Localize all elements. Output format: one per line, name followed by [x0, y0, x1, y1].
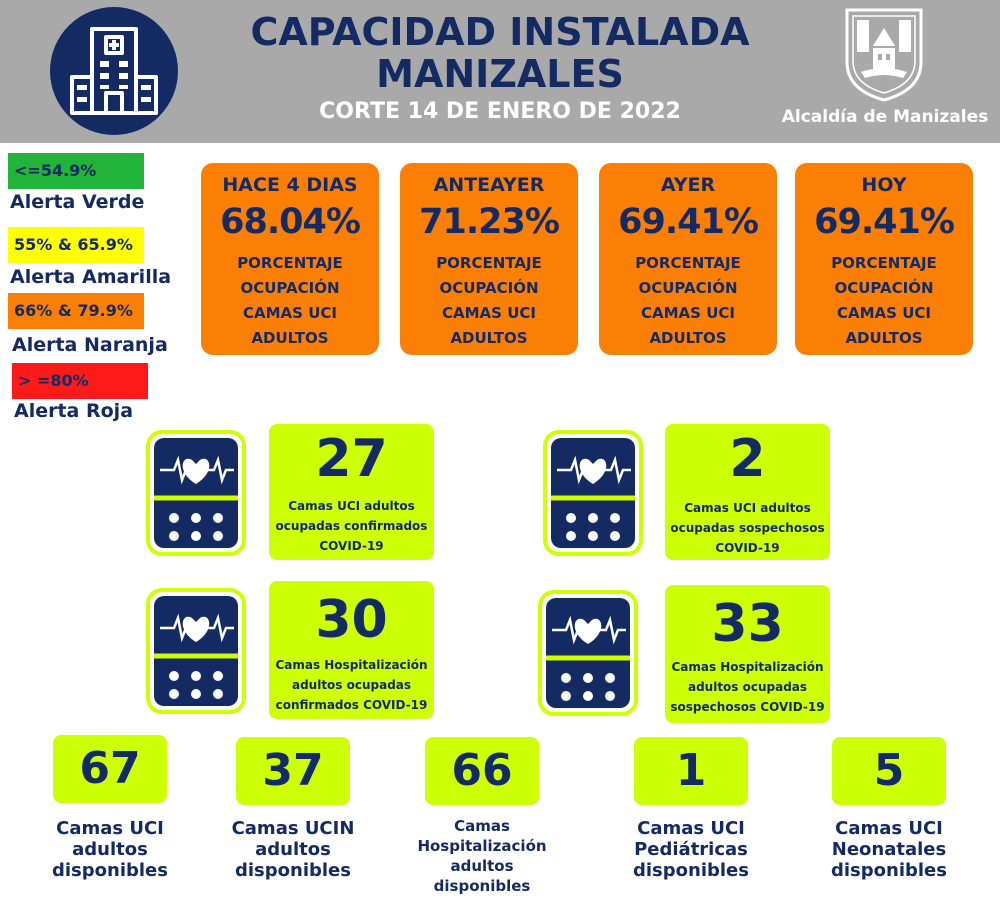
- occupancy-period: HOY: [861, 174, 907, 196]
- heart-monitor-icon: [146, 430, 246, 556]
- stat-hosp-suspected: 33 Camas Hospitalización adultos ocupadas…: [665, 585, 830, 723]
- occupancy-value: 69.41%: [618, 202, 759, 242]
- stat-uci-confirmed: 27 Camas UCI adultos ocupadas confirmados…: [269, 424, 434, 560]
- alcaldia-seal-icon: [843, 6, 925, 102]
- report-date: CORTE 14 DE ENERO DE 2022: [319, 99, 681, 124]
- occupancy-value: 69.41%: [814, 202, 955, 242]
- stat-value: 33: [711, 594, 784, 654]
- legend-yellow-range: 55% & 65.9%: [8, 227, 144, 263]
- heart-monitor-icon: [146, 588, 246, 714]
- occupancy-value: 71.23%: [419, 202, 560, 242]
- occupancy-description: PORCENTAJE OCUPACIÓN CAMAS UCI ADULTOS: [436, 254, 542, 347]
- available-hosp-adults-value: 66: [425, 737, 539, 805]
- legend-red-range: > =80%: [12, 363, 148, 399]
- available-ucin-adults-value: 37: [236, 737, 350, 805]
- heart-monitor-icon: [543, 430, 643, 556]
- occupancy-period: AYER: [660, 174, 716, 196]
- available-uci-adults-value: 67: [53, 735, 167, 803]
- hospital-building-icon: [50, 7, 178, 135]
- page-title-line2: MANIZALES: [376, 52, 624, 96]
- occupancy-description: PORCENTAJE OCUPACIÓN CAMAS UCI ADULTOS: [831, 254, 937, 347]
- stat-description: Camas Hospitalización adultos ocupadas con…: [275, 658, 428, 712]
- stat-value: 27: [315, 429, 388, 489]
- heart-monitor-icon: [538, 590, 638, 716]
- legend-red-label: Alerta Roja: [14, 400, 134, 422]
- stat-value: 2: [729, 429, 766, 489]
- occupancy-period: ANTEAYER: [433, 174, 545, 196]
- stat-description: Camas UCI adultos ocupadas sospechosos COV…: [670, 501, 825, 555]
- occupancy-card-day-before-yesterday: ANTEAYER 71.23% PORCENTAJE OCUPACIÓN CAMAS…: [400, 163, 578, 355]
- occupancy-card-4-days-ago: HACE 4 DIAS 68.04% PORCENTAJE OCUPACIÓN CA…: [201, 163, 379, 355]
- stat-value: 30: [315, 590, 388, 650]
- legend-green-label: Alerta Verde: [10, 191, 145, 213]
- stat-hosp-confirmed: 30 Camas Hospitalización adultos ocupadas…: [269, 581, 434, 719]
- stat-uci-suspected: 2 Camas UCI adultos ocupadas sospechosos C…: [665, 424, 830, 560]
- legend-orange-range: 66% & 79.9%: [8, 293, 144, 329]
- occupancy-card-yesterday: AYER 69.41% PORCENTAJE OCUPACIÓN CAMAS UCI…: [599, 163, 777, 355]
- page-title-line1: CAPACIDAD INSTALADA: [250, 10, 750, 54]
- available-uci-pediatric-value: 1: [634, 737, 748, 805]
- stat-description: Camas Hospitalización adultos ocupadas sos…: [670, 660, 825, 714]
- available-ucin-adults-label: Camas UCIN adultos disponibles: [231, 818, 355, 881]
- occupancy-description: PORCENTAJE OCUPACIÓN CAMAS UCI ADULTOS: [635, 254, 741, 347]
- available-uci-neonatal-value: 5: [832, 737, 946, 805]
- legend-orange-label: Alerta Naranja: [12, 334, 168, 356]
- available-uci-neonatal-label: Camas UCI Neonatales disponibles: [831, 818, 947, 881]
- legend-yellow-label: Alerta Amarilla: [10, 266, 172, 288]
- available-uci-pediatric-label: Camas UCI Pediátricas disponibles: [633, 818, 749, 881]
- occupancy-card-today: HOY 69.41% PORCENTAJE OCUPACIÓN CAMAS UCI A…: [795, 163, 973, 355]
- org-name: Alcaldía de Manizales: [781, 107, 989, 127]
- occupancy-value: 68.04%: [220, 202, 361, 242]
- occupancy-period: HACE 4 DIAS: [222, 174, 358, 196]
- legend-green-range: <=54.9%: [8, 153, 144, 189]
- header-banner: CAPACIDAD INSTALADA MANIZALES CORTE 14 D…: [0, 0, 1000, 143]
- stat-description: Camas UCI adultos ocupadas confirmados COV…: [275, 499, 428, 553]
- available-uci-adults-label: Camas UCI adultos disponibles: [52, 818, 168, 881]
- occupancy-description: PORCENTAJE OCUPACIÓN CAMAS UCI ADULTOS: [237, 254, 343, 347]
- available-hosp-adults-label: Camas Hospitalización adultos disponibles: [417, 817, 547, 895]
